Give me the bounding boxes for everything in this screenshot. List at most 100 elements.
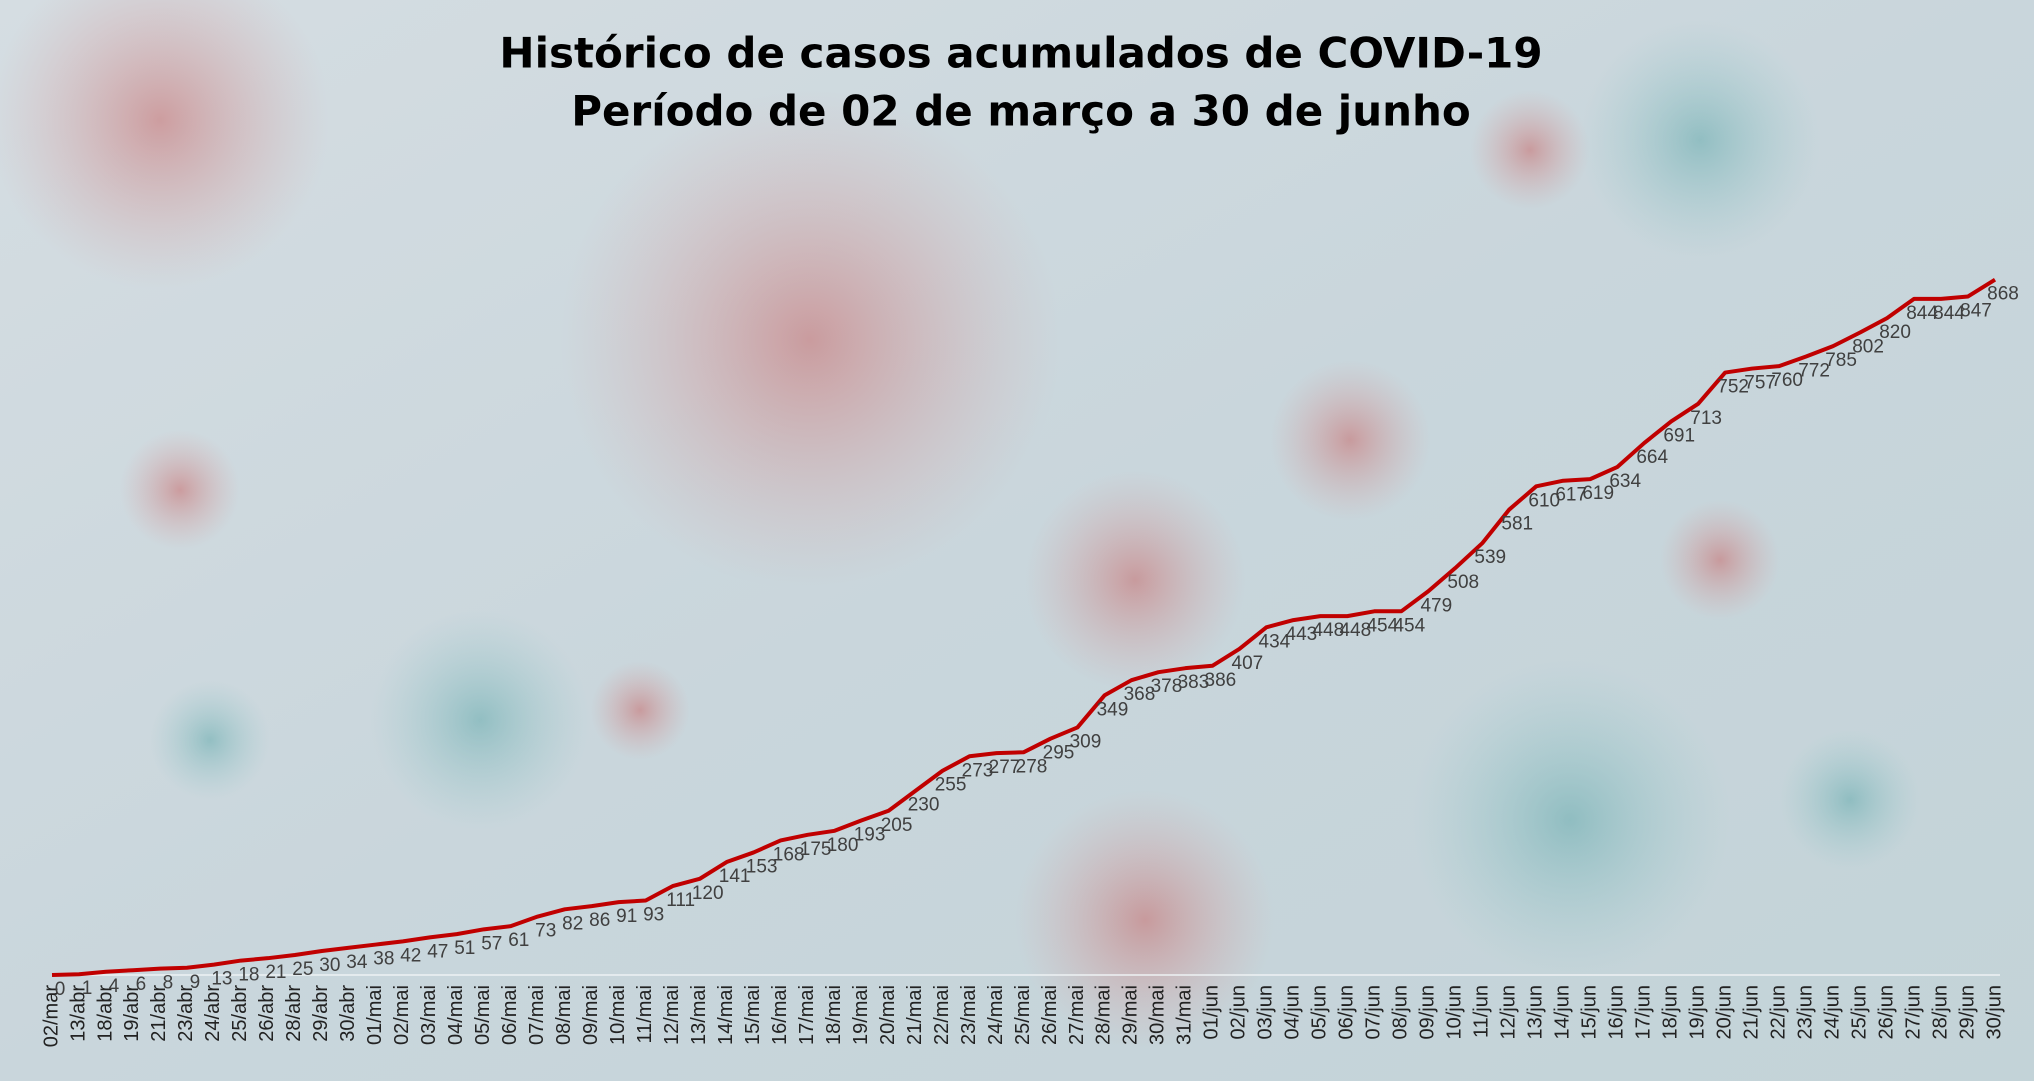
x-tick-label: 21/mai xyxy=(904,985,926,1045)
data-label: 93 xyxy=(643,904,664,925)
x-tick-label: 17/mai xyxy=(796,985,818,1045)
data-label: 757 xyxy=(1744,373,1776,394)
x-tick-label: 18/mai xyxy=(823,985,845,1045)
line xyxy=(51,277,1997,977)
x-tick-label: 28/jun xyxy=(1929,985,1951,1040)
data-label: 57 xyxy=(481,933,502,954)
x-tick-label: 26/abr xyxy=(256,985,278,1042)
data-label: 454 xyxy=(1366,615,1398,636)
x-tick-label: 30/jun xyxy=(1983,985,2005,1040)
data-label: 508 xyxy=(1447,572,1479,593)
x-tick-label: 08/jun xyxy=(1390,985,1412,1040)
data-label: 153 xyxy=(746,856,778,877)
data-label: 581 xyxy=(1501,514,1533,535)
x-tick-label: 18/abr xyxy=(94,985,116,1042)
x-tick-label: 02/jun xyxy=(1228,985,1250,1040)
x-tick-label: 11/mai xyxy=(634,985,656,1044)
data-label: 619 xyxy=(1582,483,1614,504)
data-label: 378 xyxy=(1151,676,1183,697)
x-tick-label: 14/jun xyxy=(1552,985,1574,1040)
data-label: 820 xyxy=(1879,322,1911,343)
x-tick-label: 05/jun xyxy=(1309,985,1331,1040)
data-label: 664 xyxy=(1636,447,1668,468)
x-tick-label: 24/abr xyxy=(202,985,224,1042)
data-label: 0 xyxy=(55,979,66,1000)
x-tick-label: 29/mai xyxy=(1120,985,1142,1045)
data-label: 844 xyxy=(1906,303,1938,324)
data-label: 273 xyxy=(962,760,994,781)
data-label: 454 xyxy=(1393,615,1425,636)
x-tick-label: 11/jun xyxy=(1471,985,1493,1038)
data-label: 844 xyxy=(1933,303,1965,324)
chart-subtitle: Período de 02 de março a 30 de junho xyxy=(571,87,1471,136)
data-label: 180 xyxy=(827,835,859,856)
x-tick-label: 10/mai xyxy=(607,985,629,1045)
data-label: 30 xyxy=(319,955,340,976)
data-label: 610 xyxy=(1528,490,1560,511)
x-tick-label: 15/jun xyxy=(1578,985,1600,1040)
data-label: 47 xyxy=(427,941,448,962)
data-label: 277 xyxy=(989,757,1021,778)
x-tick-label: 01/mai xyxy=(364,985,386,1045)
data-label: 278 xyxy=(1016,756,1048,777)
data-label: 802 xyxy=(1852,337,1884,358)
data-label: 51 xyxy=(454,938,475,959)
data-label: 448 xyxy=(1312,620,1344,641)
x-tick-label: 06/jun xyxy=(1336,985,1358,1040)
x-tick-label: 13/jun xyxy=(1525,985,1547,1040)
x-tick-label: 25/mai xyxy=(1012,985,1034,1045)
data-label: 168 xyxy=(773,844,805,865)
data-label: 193 xyxy=(854,824,886,845)
x-tick-label: 19/mai xyxy=(850,985,872,1045)
x-tick-label: 23/mai xyxy=(958,985,980,1045)
x-tick-label: 24/jun xyxy=(1821,985,1843,1040)
x-tick-label: 25/abr xyxy=(229,985,251,1042)
data-label: 141 xyxy=(719,866,751,887)
x-tick-label: 16/mai xyxy=(769,985,791,1045)
data-label: 255 xyxy=(935,775,967,796)
data-label: 760 xyxy=(1771,370,1803,391)
x-tick-label: 31/mai xyxy=(1174,985,1196,1045)
x-tick-label: 01/jun xyxy=(1201,985,1223,1040)
x-tick-label: 13/mai xyxy=(688,985,710,1045)
data-label: 407 xyxy=(1232,653,1264,674)
x-tick-label: 30/abr xyxy=(337,985,359,1042)
x-tick-label: 03/jun xyxy=(1255,985,1277,1040)
x-tick-label: 21/jun xyxy=(1740,985,1762,1040)
data-label: 868 xyxy=(1987,284,2019,305)
x-tick-label: 19/abr xyxy=(121,985,143,1042)
x-tick-label: 17/jun xyxy=(1632,985,1654,1040)
data-label: 752 xyxy=(1717,377,1749,398)
x-tick-label: 29/abr xyxy=(310,985,332,1042)
data-label: 539 xyxy=(1474,547,1506,568)
x-tick-label: 04/jun xyxy=(1282,985,1304,1040)
data-label: 21 xyxy=(265,962,286,983)
x-tick-label: 27/jun xyxy=(1902,985,1924,1040)
chart-title: Histórico de casos acumulados de COVID-1… xyxy=(499,29,1542,78)
x-tick-label: 06/mai xyxy=(499,985,521,1045)
data-label: 448 xyxy=(1339,620,1371,641)
data-label: 34 xyxy=(346,952,368,973)
x-tick-label: 09/mai xyxy=(580,985,602,1045)
x-tick-label: 02/mai xyxy=(391,985,413,1045)
data-label: 42 xyxy=(400,945,421,966)
data-label: 309 xyxy=(1070,731,1102,752)
x-tick-label: 23/jun xyxy=(1794,985,1816,1040)
x-tick-label: 21/abr xyxy=(148,985,170,1042)
x-tick-label: 03/mai xyxy=(418,985,440,1045)
x-tick-label: 07/mai xyxy=(526,985,548,1045)
data-label: 785 xyxy=(1825,350,1857,371)
data-label: 73 xyxy=(535,921,556,942)
data-label: 18 xyxy=(238,965,259,986)
x-tick-label: 20/jun xyxy=(1713,985,1735,1040)
x-tick-label: 14/mai xyxy=(715,985,737,1045)
data-label: 205 xyxy=(881,815,913,836)
data-label: 772 xyxy=(1798,361,1830,382)
data-label: 230 xyxy=(908,795,940,816)
data-label: 383 xyxy=(1178,672,1210,693)
data-label: 713 xyxy=(1690,408,1722,429)
data-label: 6 xyxy=(136,974,147,995)
data-label: 368 xyxy=(1124,684,1156,705)
data-label: 386 xyxy=(1205,670,1237,691)
